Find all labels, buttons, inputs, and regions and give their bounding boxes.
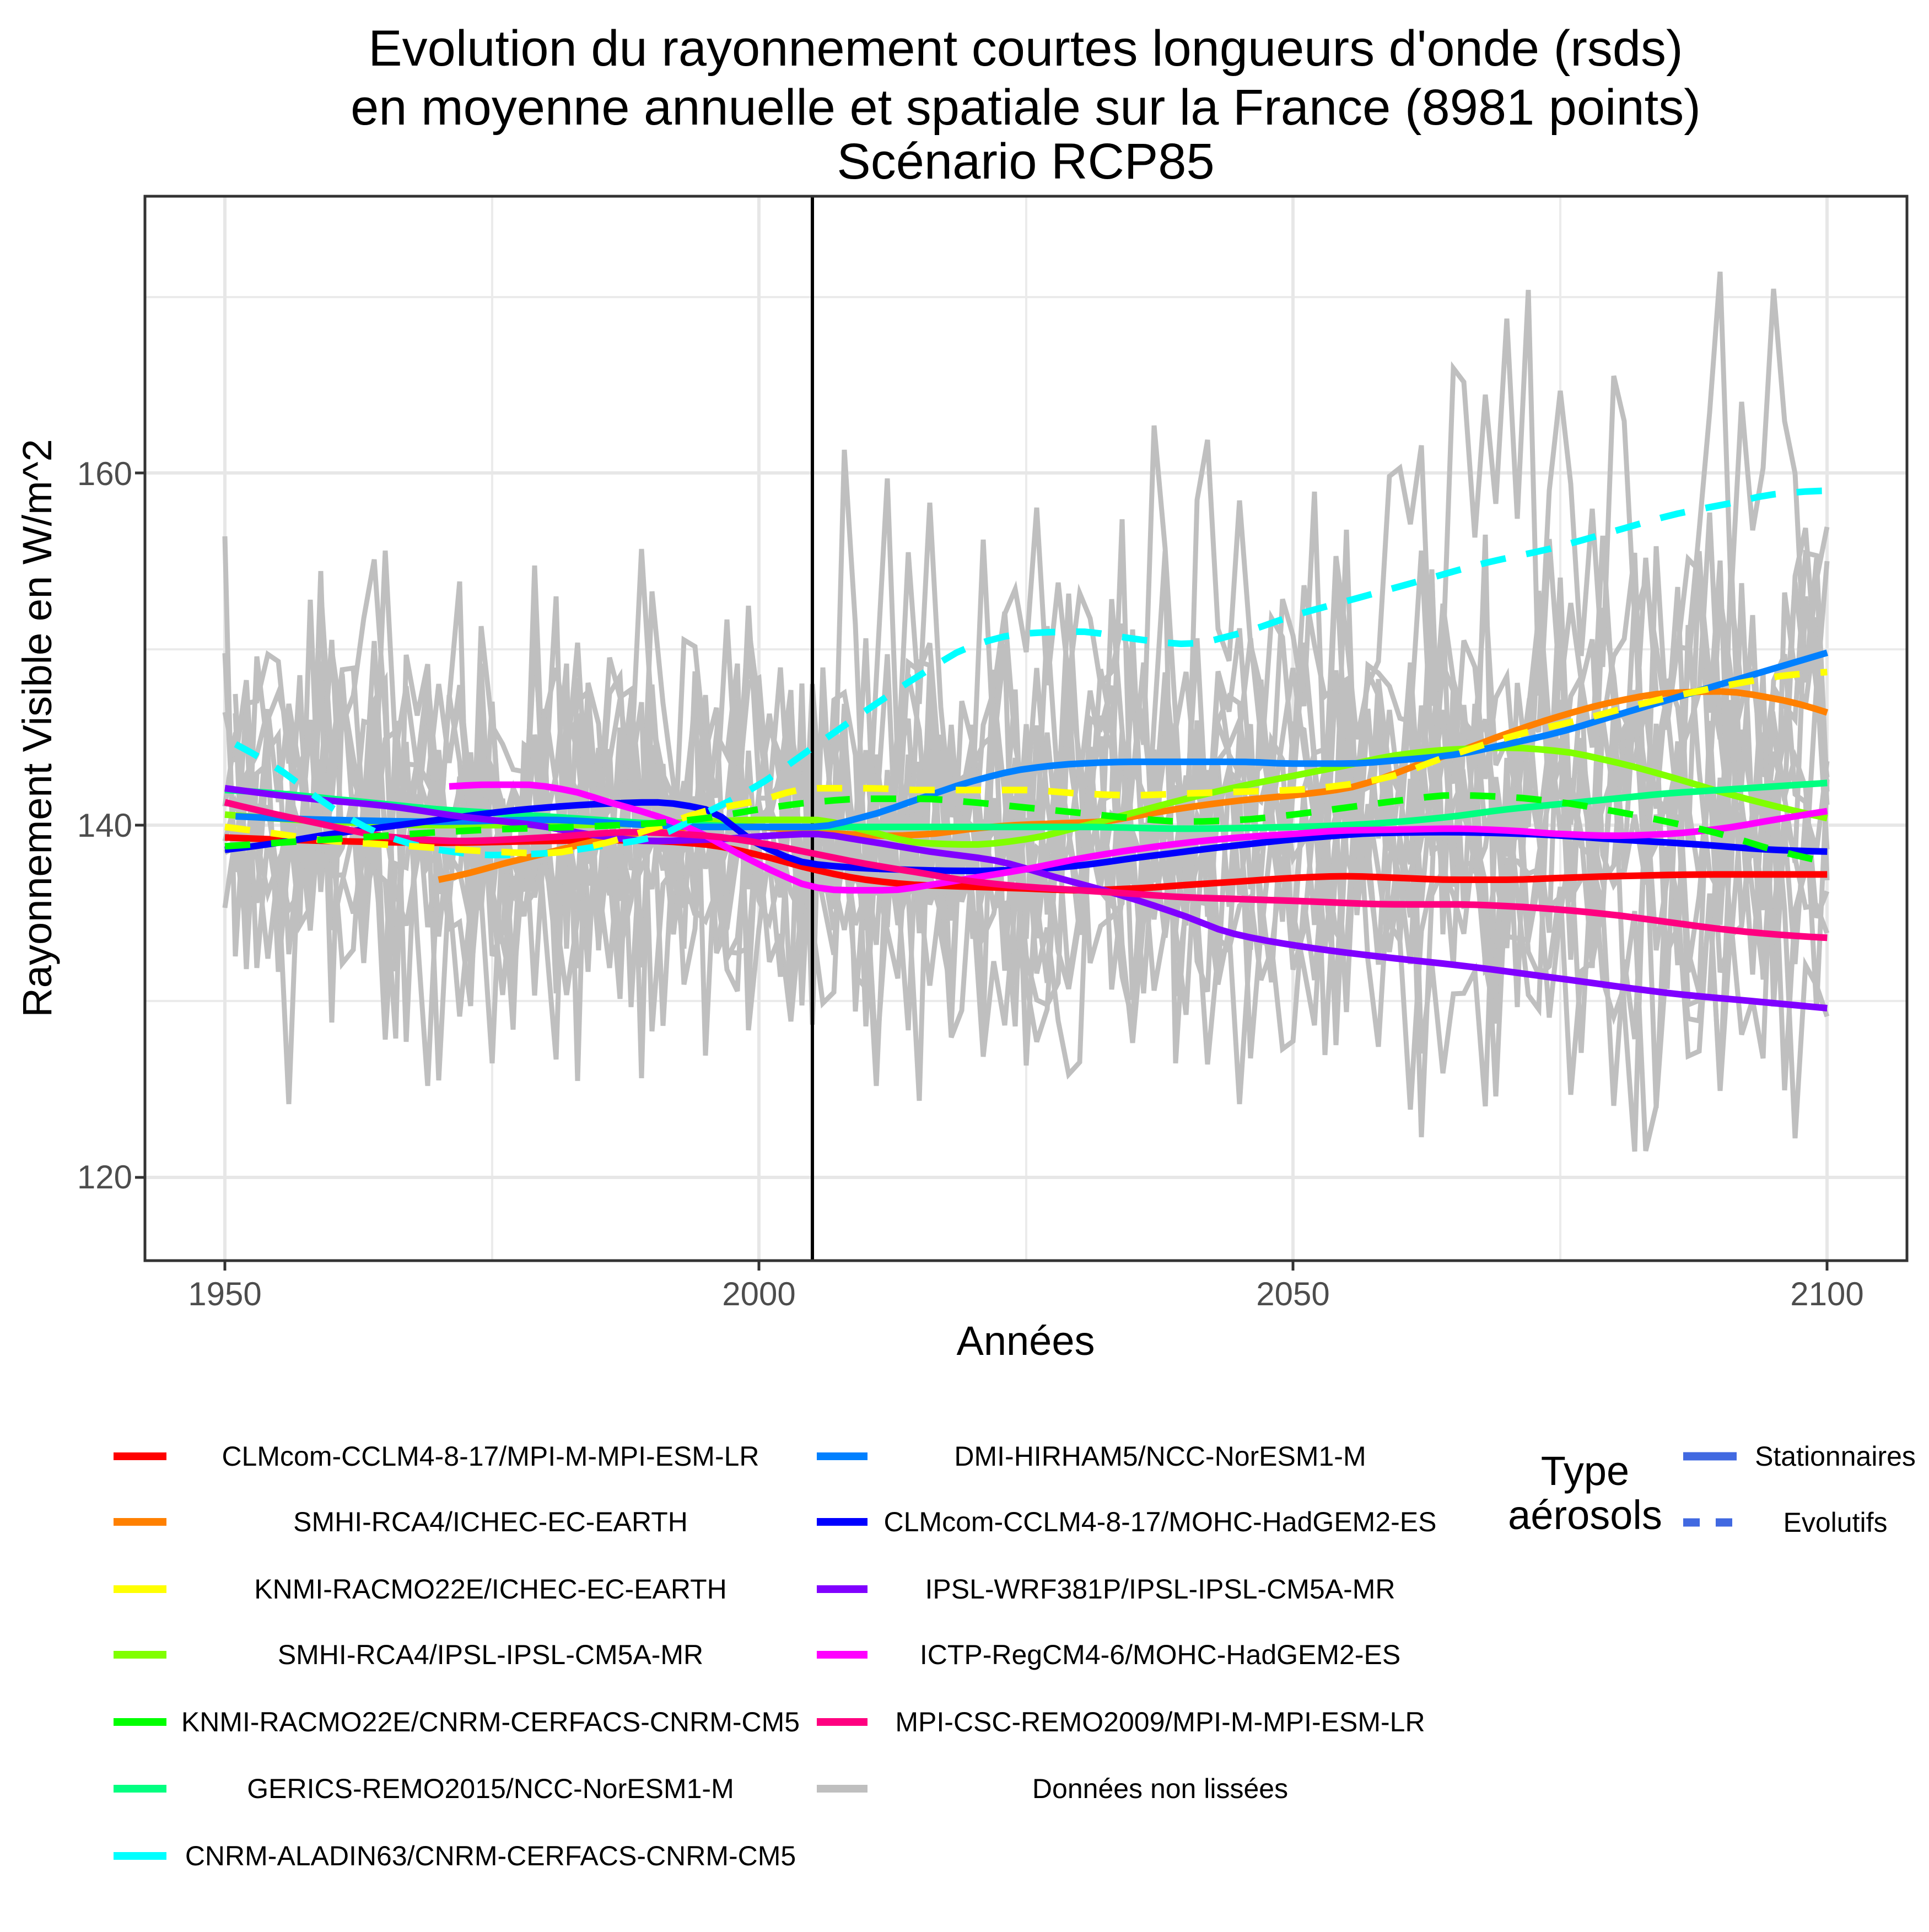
svg-text:Années: Années — [957, 1318, 1095, 1364]
svg-text:SMHI-RCA4/IPSL-IPSL-CM5A-MR: SMHI-RCA4/IPSL-IPSL-CM5A-MR — [278, 1639, 703, 1670]
svg-text:Type: Type — [1541, 1448, 1629, 1494]
svg-text:CLMcom-CCLM4-8-17/MPI-M-MPI-ES: CLMcom-CCLM4-8-17/MPI-M-MPI-ESM-LR — [222, 1441, 759, 1472]
svg-text:aérosols: aérosols — [1508, 1492, 1662, 1538]
svg-text:MPI-CSC-REMO2009/MPI-M-MPI-ESM: MPI-CSC-REMO2009/MPI-M-MPI-ESM-LR — [895, 1707, 1425, 1737]
svg-text:SMHI-RCA4/ICHEC-EC-EARTH: SMHI-RCA4/ICHEC-EC-EARTH — [293, 1506, 688, 1537]
svg-text:2100: 2100 — [1790, 1276, 1863, 1312]
svg-text:CLMcom-CCLM4-8-17/MOHC-HadGEM2: CLMcom-CCLM4-8-17/MOHC-HadGEM2-ES — [884, 1506, 1437, 1537]
svg-text:KNMI-RACMO22E/ICHEC-EC-EARTH: KNMI-RACMO22E/ICHEC-EC-EARTH — [254, 1574, 727, 1605]
svg-text:160: 160 — [77, 455, 132, 492]
svg-text:2050: 2050 — [1256, 1276, 1329, 1312]
svg-text:DMI-HIRHAM5/NCC-NorESM1-M: DMI-HIRHAM5/NCC-NorESM1-M — [954, 1441, 1366, 1472]
svg-text:Scénario RCP85: Scénario RCP85 — [837, 133, 1214, 190]
svg-text:CNRM-ALADIN63/CNRM-CERFACS-CNR: CNRM-ALADIN63/CNRM-CERFACS-CNRM-CM5 — [185, 1840, 796, 1871]
svg-text:IPSL-WRF381P/IPSL-IPSL-CM5A-MR: IPSL-WRF381P/IPSL-IPSL-CM5A-MR — [925, 1574, 1395, 1605]
svg-text:2000: 2000 — [722, 1276, 795, 1312]
svg-text:Données non lissées: Données non lissées — [1032, 1773, 1288, 1804]
svg-text:1950: 1950 — [188, 1276, 261, 1312]
svg-text:en moyenne annuelle et spatial: en moyenne annuelle et spatiale sur la F… — [351, 79, 1701, 136]
svg-text:Evolutifs: Evolutifs — [1783, 1507, 1888, 1538]
svg-text:Stationnaires: Stationnaires — [1755, 1441, 1916, 1472]
svg-text:GERICS-REMO2015/NCC-NorESM1-M: GERICS-REMO2015/NCC-NorESM1-M — [247, 1773, 734, 1804]
svg-text:Evolution du rayonnement court: Evolution du rayonnement courtes longueu… — [368, 20, 1683, 77]
svg-text:Rayonnement Visible en W/m^2: Rayonnement Visible en W/m^2 — [14, 439, 60, 1017]
svg-text:KNMI-RACMO22E/CNRM-CERFACS-CNR: KNMI-RACMO22E/CNRM-CERFACS-CNRM-CM5 — [181, 1707, 800, 1737]
svg-text:ICTP-RegCM4-6/MOHC-HadGEM2-ES: ICTP-RegCM4-6/MOHC-HadGEM2-ES — [920, 1639, 1400, 1670]
svg-text:120: 120 — [77, 1159, 132, 1196]
svg-text:140: 140 — [77, 807, 132, 844]
